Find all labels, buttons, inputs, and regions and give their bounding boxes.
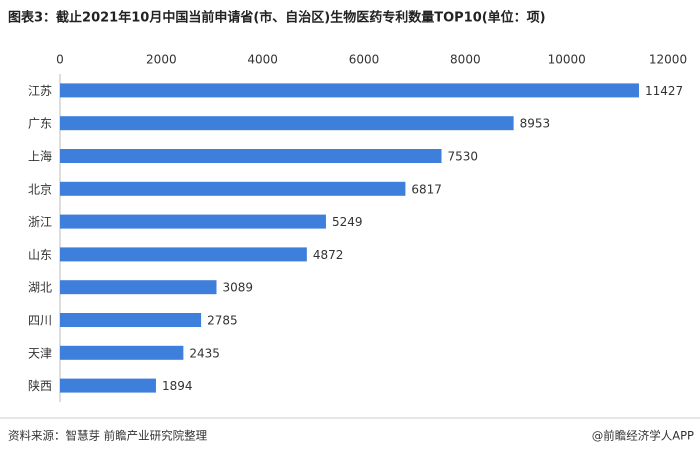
x-tick-label: 6000	[349, 53, 380, 67]
value-label: 4872	[313, 248, 344, 262]
brand: @前瞻经济学人APP	[592, 429, 694, 443]
value-label: 6817	[411, 182, 442, 196]
x-tick-label: 0	[56, 53, 64, 67]
value-label: 8953	[520, 117, 551, 131]
bar	[60, 149, 442, 163]
value-label: 2785	[207, 314, 238, 328]
y-tick-label: 江苏	[28, 84, 52, 98]
value-label: 11427	[645, 84, 683, 98]
y-tick-label: 天津	[28, 346, 52, 360]
y-tick-label: 山东	[28, 248, 52, 262]
value-label: 1894	[162, 379, 193, 393]
chart-title: 图表3：截止2021年10月中国当前申请省(市、自治区)生物医药专利数量TOP1…	[8, 10, 546, 26]
y-tick-label: 陕西	[28, 378, 52, 393]
source: 资料来源：智慧芽 前瞻产业研究院整理	[8, 429, 208, 443]
y-tick-label: 北京	[28, 182, 52, 196]
x-tick-label: 4000	[247, 53, 278, 67]
value-label: 5249	[332, 215, 363, 229]
bar	[60, 378, 156, 393]
x-tick-label: 12000	[649, 53, 687, 67]
value-label: 3089	[223, 281, 254, 295]
value-label: 2435	[189, 346, 220, 360]
bar	[60, 345, 184, 360]
y-tick-label: 广东	[28, 117, 52, 131]
x-tick-label: 10000	[548, 53, 586, 67]
value-label: 7530	[448, 150, 479, 164]
y-tick-label: 四川	[28, 314, 52, 328]
x-tick-label: 8000	[450, 53, 481, 67]
y-tick-label: 浙江	[28, 215, 52, 229]
bar	[60, 313, 202, 327]
bar	[60, 83, 639, 98]
bar	[60, 247, 307, 262]
y-tick-label: 上海	[28, 149, 52, 164]
y-tick-label: 湖北	[28, 280, 52, 295]
bar	[60, 280, 217, 295]
x-tick-label: 2000	[146, 53, 177, 67]
bar	[60, 116, 514, 131]
bar	[60, 181, 406, 196]
bar	[60, 214, 326, 229]
